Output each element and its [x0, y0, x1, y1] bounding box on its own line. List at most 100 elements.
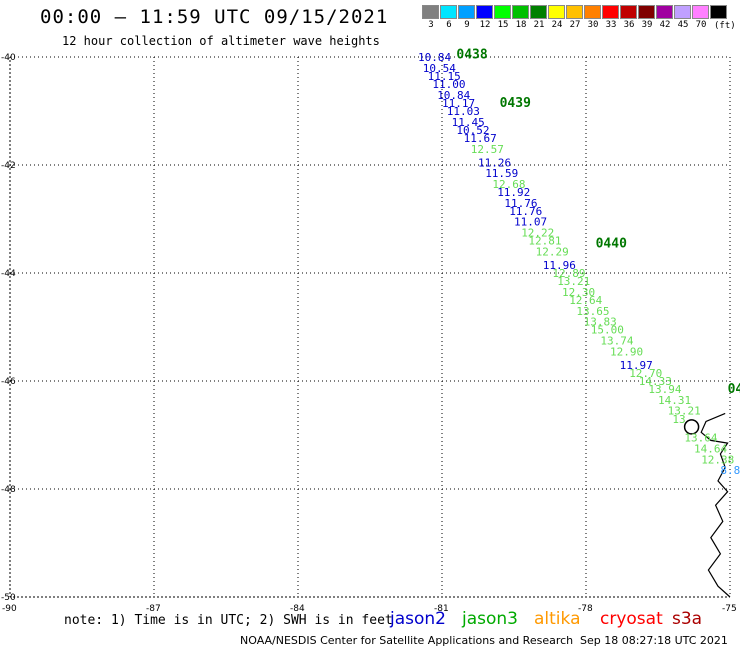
swh-value: 13.74: [600, 335, 633, 348]
scale-label: 45: [677, 20, 689, 30]
swh-value: 11.03: [447, 105, 480, 118]
lat-label: -42: [1, 161, 16, 171]
lat-label: -50: [1, 593, 16, 603]
swh-value: 11.76: [509, 205, 542, 218]
swh-value: 11.92: [497, 186, 530, 199]
swh-value: 13.83: [584, 316, 617, 329]
scale-label: 27: [569, 20, 581, 30]
swh-value: 13.64: [684, 432, 717, 445]
swh-value: 8.8: [720, 464, 740, 477]
swh-value: 12.68: [492, 178, 525, 191]
scale-swatch: [638, 5, 655, 19]
lat-label: -46: [1, 377, 16, 387]
legend-cryosat: cryosat: [600, 609, 663, 629]
coastline-island: [683, 419, 700, 435]
swh-value: 11.15: [428, 70, 461, 83]
color-scale-labels: 3 6 9 12 15 18 21 24 27 30 33 36 39 42 45 70: [422, 20, 728, 30]
lon-label: -87: [146, 604, 161, 614]
lat-label: -48: [1, 485, 16, 495]
legend-jason2: jason2: [390, 609, 446, 629]
scale-swatch: [548, 5, 565, 19]
swh-value: 14.33: [639, 375, 672, 388]
scale-swatch: [692, 5, 709, 19]
scale-swatch: [584, 5, 601, 19]
color-scale: 3 6 9 12 15 18 21 24 27 30 33 36 39 42 45 70 (ft): [422, 5, 736, 31]
legend-jason3: jason3: [462, 609, 518, 629]
swh-value: 11.59: [485, 167, 518, 180]
swh-value: 12.57: [471, 143, 504, 156]
lon-label: -90: [2, 604, 17, 614]
scale-label: 12: [479, 20, 491, 30]
coastline: [700, 412, 731, 598]
scale-swatch: [656, 5, 673, 19]
swh-value: 11.76: [504, 197, 537, 210]
scale-label: 70: [695, 20, 707, 30]
scale-swatch: [602, 5, 619, 19]
color-scale-swatches: [422, 5, 728, 19]
swh-value: 12.38: [701, 453, 734, 466]
swh-value: 10.52: [456, 124, 489, 137]
swh-value: 11.26: [478, 156, 511, 169]
scale-label: 21: [533, 20, 545, 30]
swh-value: 12.30: [562, 286, 595, 299]
map-title: 00:00 – 11:59 UTC 09/15/2021: [40, 6, 389, 28]
pass-time-label: 0440: [596, 236, 627, 251]
pass-time-label: 0438: [456, 47, 487, 62]
lon-label: -84: [290, 604, 305, 614]
swh-value: 13.21: [668, 405, 701, 418]
scale-label: 6: [446, 20, 452, 30]
scale-swatch: [512, 5, 529, 19]
scale-label: 9: [464, 20, 470, 30]
scale-swatch: [710, 5, 727, 19]
scale-label: 33: [605, 20, 617, 30]
scale-label: 39: [641, 20, 653, 30]
footer-note: note: 1) Time is in UTC; 2) SWH is in fe…: [64, 613, 393, 628]
lon-label: -81: [434, 604, 449, 614]
swh-value: 13.21: [557, 275, 590, 288]
swh-value: 12.29: [536, 245, 569, 258]
swh-value: 11.07: [514, 216, 547, 229]
lon-label: -75: [722, 604, 737, 614]
swh-value: 13.94: [648, 383, 681, 396]
scale-swatch: [494, 5, 511, 19]
generated-timestamp: Sep 18 08:27:18 UTC 2021: [580, 634, 728, 647]
scale-label: 24: [551, 20, 563, 30]
scale-label: 15: [497, 20, 509, 30]
swh-value: 12.90: [610, 345, 643, 358]
swh-value: 12.89: [552, 267, 585, 280]
scale-swatch: [476, 5, 493, 19]
map-subtitle: 12 hour collection of altimeter wave hei…: [62, 34, 380, 48]
scale-swatch: [674, 5, 691, 19]
scale-label: 18: [515, 20, 527, 30]
swh-value: 10.84: [437, 89, 470, 102]
scale-swatch: [440, 5, 457, 19]
scale-label: 36: [623, 20, 635, 30]
scale-label: 42: [659, 20, 671, 30]
swh-value: 11.97: [620, 359, 653, 372]
scale-swatch: [458, 5, 475, 19]
swh-value: 11.00: [432, 78, 465, 91]
legend-altika: altika: [534, 609, 581, 629]
lat-label: -40: [1, 53, 16, 63]
scale-swatch: [530, 5, 547, 19]
scale-swatch: [422, 5, 439, 19]
scale-label: 30: [587, 20, 599, 30]
lon-label: -78: [578, 604, 593, 614]
swh-value: 15.00: [591, 324, 624, 337]
swh-value: 12.70: [629, 367, 662, 380]
swh-value: 11.67: [464, 132, 497, 145]
scale-label: 3: [428, 20, 434, 30]
swh-value: 12.64: [569, 294, 602, 307]
swh-value: 10.84: [418, 51, 451, 64]
swh-value: 13.65: [576, 305, 609, 318]
swh-value: 11.17: [442, 97, 475, 110]
swh-value: 11.96: [543, 259, 576, 272]
pass-time-label: 0439: [500, 96, 531, 111]
swh-value: 10.54: [423, 62, 456, 75]
swh-value: 12.22: [521, 227, 554, 240]
swh-value: 14.64: [694, 443, 727, 456]
color-scale-unit: (ft): [714, 21, 736, 31]
lat-label: -44: [1, 269, 16, 279]
scale-swatch: [566, 5, 583, 19]
